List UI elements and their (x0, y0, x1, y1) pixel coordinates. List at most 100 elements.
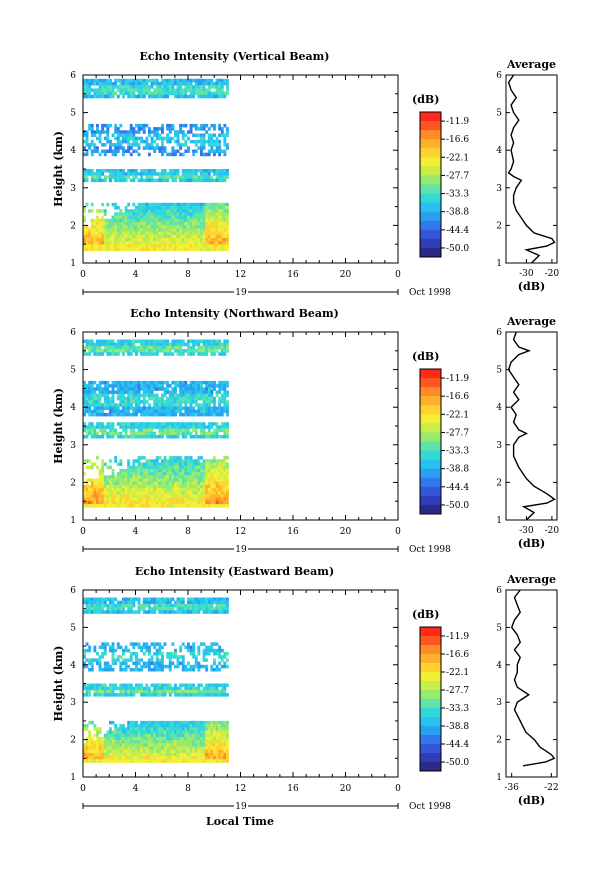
heatmap-cell (174, 396, 177, 401)
heatmap-cell (109, 88, 112, 92)
heatmap-cell (129, 743, 133, 747)
heatmap-cell (181, 759, 185, 763)
heatmap-cell (192, 172, 196, 176)
y-tick-label: 6 (70, 71, 76, 81)
heatmap-cell (213, 127, 216, 131)
heatmap-cell (140, 481, 144, 486)
heatmap-cell (184, 668, 188, 672)
heatmap-cell (181, 352, 185, 356)
heatmap-cell (184, 475, 188, 479)
heatmap-cell (137, 730, 141, 734)
heatmap-cell (207, 746, 211, 750)
heatmap-cell (119, 686, 123, 691)
heatmap-cell (85, 390, 89, 394)
heatmap-cell (210, 212, 214, 216)
heatmap-cell (145, 481, 149, 486)
heatmap-cell (207, 152, 211, 157)
heatmap-cell (124, 468, 128, 473)
heatmap-cell (153, 752, 157, 757)
heatmap-cell (187, 468, 190, 473)
heatmap-cell (187, 409, 190, 414)
heatmap-cell (215, 218, 219, 223)
heatmap-cell (101, 431, 105, 436)
heatmap-cell (124, 349, 128, 353)
heatmap-cell (215, 475, 219, 479)
heatmap-cell (197, 206, 201, 210)
heatmap-cell (218, 752, 222, 757)
heatmap-cell (184, 384, 188, 388)
heatmap-cell (96, 175, 99, 179)
heatmap-cell (197, 491, 201, 495)
heatmap-cell (166, 238, 170, 242)
heatmap-cell (163, 456, 167, 460)
x-tick-label: 4 (133, 527, 139, 537)
heatmap-cell (109, 422, 112, 426)
heatmap-cell (176, 234, 180, 239)
heatmap-cell (207, 683, 211, 687)
heatmap-cell (124, 339, 128, 343)
heatmap-cell (145, 234, 149, 239)
heatmap-cell (119, 169, 123, 173)
heatmap-cell (109, 238, 112, 242)
heatmap-cell (101, 215, 105, 220)
heatmap-cell (153, 228, 157, 232)
heatmap-cell (218, 244, 222, 248)
heatmap-cell (135, 123, 138, 128)
heatmap-cell (163, 85, 167, 89)
heatmap-cell (83, 85, 86, 89)
heatmap-cell (132, 149, 136, 153)
heatmap-cell (114, 730, 118, 734)
heatmap-cell (166, 390, 170, 394)
heatmap-cell (197, 475, 201, 479)
heatmap-cell (93, 645, 97, 650)
heatmap-cell (223, 384, 227, 388)
heatmap-cell (187, 749, 190, 754)
heatmap-cell (83, 403, 86, 407)
heatmap-cell (114, 693, 118, 697)
heatmap-cell (148, 91, 151, 96)
heatmap-cell (171, 491, 175, 495)
avg-x-tick-label: -30 (519, 526, 534, 536)
heatmap-cell (215, 78, 219, 83)
heatmap-cell (184, 736, 188, 741)
heatmap-cell (109, 746, 112, 750)
heatmap-cell (205, 387, 209, 391)
heatmap-cell (116, 218, 120, 223)
heatmap-cell (119, 412, 123, 417)
heatmap-cell (179, 384, 183, 388)
heatmap-cell (171, 435, 175, 439)
heatmap-cell (226, 484, 229, 489)
heatmap-cell (145, 597, 149, 601)
heatmap-cell (192, 686, 196, 691)
heatmap-cell (213, 749, 216, 754)
heatmap-cell (148, 172, 151, 176)
heatmap-cell (192, 724, 196, 728)
heatmap-cell (127, 352, 131, 356)
heatmap-cell (135, 497, 138, 502)
heatmap-cell (90, 743, 94, 747)
heatmap-cell (140, 478, 144, 482)
heatmap-cell (148, 428, 151, 433)
heatmap-cell (88, 380, 92, 385)
heatmap-cell (161, 462, 164, 466)
heatmap-cell (176, 406, 180, 410)
heatmap-cell (158, 686, 162, 691)
heatmap-cell (111, 740, 115, 744)
heatmap-cell (122, 724, 125, 728)
heatmap-cell (85, 425, 89, 429)
heatmap-cell (205, 736, 209, 741)
heatmap-cell (101, 500, 105, 505)
heatmap-cell (210, 218, 214, 223)
heatmap-cell (148, 403, 151, 407)
heatmap-cell (96, 215, 99, 220)
heatmap-cell (176, 143, 180, 147)
heatmap-cell (200, 218, 203, 223)
heatmap-cell (153, 94, 157, 99)
heatmap-cell (150, 472, 154, 476)
heatmap-cell (218, 247, 222, 252)
heatmap-cell (132, 478, 136, 482)
heatmap-cell (192, 648, 196, 653)
heatmap-cell (155, 222, 159, 226)
heatmap-cell (181, 206, 185, 210)
heatmap-cell (184, 212, 188, 216)
